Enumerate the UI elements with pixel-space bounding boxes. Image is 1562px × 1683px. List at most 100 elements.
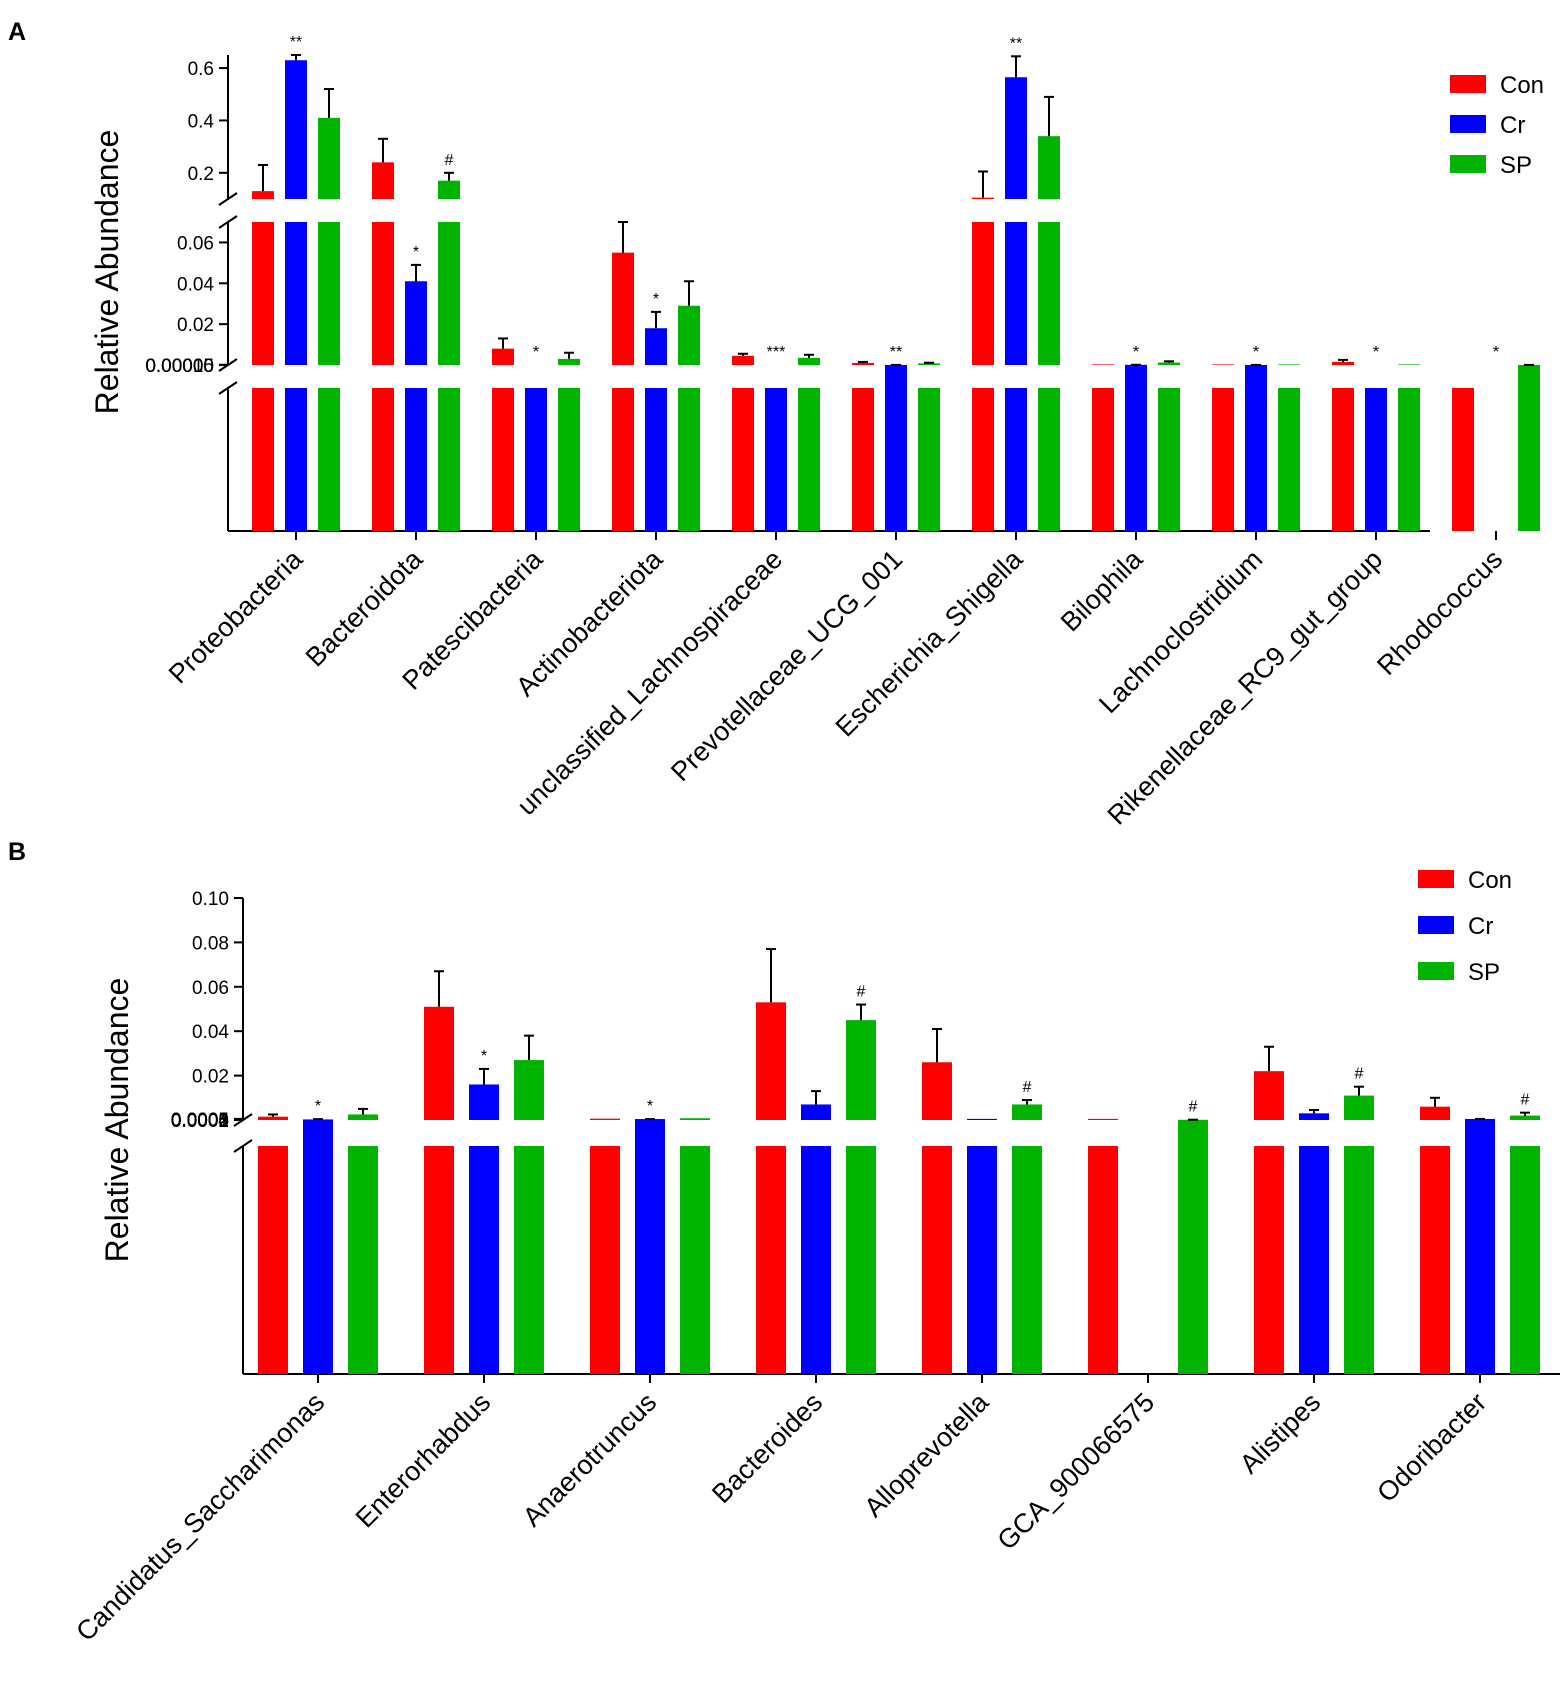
bar-sp-alistipes: [1344, 1095, 1374, 1120]
bar-con-bacteroidota: [372, 222, 394, 365]
significance-mark: *: [481, 1048, 487, 1065]
bar-sp-enterorhabdus: [514, 1060, 544, 1120]
bar-cr-escherichia-shigella: [1005, 222, 1027, 365]
bar-sp-bacteroides: [846, 1146, 876, 1374]
bar-cr-escherichia-shigella: [1005, 388, 1027, 531]
bar-con-alloprevotella: [922, 1062, 952, 1120]
bar-con-alistipes: [1254, 1146, 1284, 1374]
x-category-label: Alistipes: [1234, 1387, 1326, 1479]
y-axis-label: Relative Abundance: [89, 130, 125, 415]
bar-sp-unclassified-lachnospiraceae: [798, 357, 820, 365]
y-tick-label: 0.0004: [171, 1110, 230, 1131]
x-category-label: Candidatus_Saccharimonas: [70, 1387, 330, 1647]
bar-sp-alloprevotella: [1012, 1104, 1042, 1120]
bar-sp-bacteroidota: [438, 180, 460, 199]
significance-mark: *: [315, 1098, 321, 1115]
bar-sp-bacteroidota: [438, 388, 460, 531]
y-tick-label: 0.0001: [171, 1111, 229, 1132]
significance-mark: **: [1010, 35, 1022, 52]
bar-cr-enterorhabdus: [469, 1146, 499, 1374]
bar-con-bacteroidota: [372, 162, 394, 199]
bar-con-bilophila: [1092, 364, 1114, 365]
bar-sp-escherichia-shigella: [1038, 222, 1060, 365]
bar-cr-proteobacteria: [285, 222, 307, 365]
y-axis-label: Relative Abundance: [99, 978, 135, 1263]
bar-cr-proteobacteria: [285, 60, 307, 200]
y-tick-label: 0.00005: [145, 356, 214, 377]
significance-mark: #: [1189, 1099, 1198, 1116]
x-category-label: Proteobacteria: [163, 543, 309, 689]
bar-con-actinobacteriota: [612, 388, 634, 531]
bar-con-prevotellaceae-ucg-001: [852, 362, 874, 365]
bar-cr-alloprevotella: [967, 1118, 997, 1120]
bar-sp-escherichia-shigella: [1038, 136, 1060, 199]
bar-sp-anaerotruncus: [680, 1146, 710, 1374]
y-tick-label: 0.0003: [171, 1110, 229, 1131]
bar-cr-actinobacteriota: [645, 328, 667, 365]
bar-con-alistipes: [1254, 1071, 1284, 1120]
bar-con-enterorhabdus: [424, 1006, 454, 1120]
bar-sp-proteobacteria: [318, 222, 340, 365]
axis-break-mark: [218, 381, 238, 395]
bar-sp-anaerotruncus: [680, 1118, 710, 1120]
bar-sp-prevotellaceae-ucg-001: [918, 363, 940, 365]
bar-con-gca-900066575: [1088, 1118, 1118, 1120]
legend-swatch-con: [1450, 75, 1486, 93]
bar-sp-odoribacter: [1510, 1115, 1540, 1120]
bar-con-bacteroides: [756, 1002, 786, 1120]
bar-con-anaerotruncus: [590, 1146, 620, 1374]
y-tick-label: 0.0002: [171, 1111, 229, 1132]
legend-label-con: Con: [1468, 867, 1512, 894]
bar-con-anaerotruncus: [590, 1118, 620, 1120]
x-category-label: Alloprevotella: [858, 1386, 995, 1523]
bar-sp-rikenellaceae-rc9-gut-group: [1398, 388, 1420, 531]
bar-sp-candidatus-saccharimonas: [348, 1114, 378, 1120]
legend-swatch-cr: [1450, 115, 1486, 133]
bar-con-rikenellaceae-rc9-gut-group: [1332, 361, 1354, 365]
bar-sp-actinobacteriota: [678, 305, 700, 365]
bar-cr-alistipes: [1299, 1146, 1329, 1374]
bar-sp-bacteroides: [846, 1020, 876, 1120]
y-tick-label: 0.06: [177, 233, 214, 254]
bar-sp-rikenellaceae-rc9-gut-group: [1398, 364, 1420, 365]
x-category-label: Anaerotruncus: [517, 1387, 662, 1532]
legend-swatch-con: [1418, 870, 1454, 888]
y-tick-label: 0.10: [192, 889, 229, 910]
bar-con-candidatus-saccharimonas: [258, 1116, 288, 1120]
bar-con-rhodococcus: [1452, 388, 1474, 531]
significance-mark: #: [1521, 1092, 1530, 1109]
significance-mark: *: [1493, 344, 1499, 361]
bar-cr-bacteroides: [801, 1104, 831, 1120]
bar-sp-unclassified-lachnospiraceae: [798, 388, 820, 531]
significance-mark: *: [413, 244, 419, 261]
bar-sp-proteobacteria: [318, 117, 340, 199]
significance-mark: #: [857, 984, 866, 1001]
x-category-label: Rhodococcus: [1371, 544, 1508, 681]
bar-sp-lachnoclostridium: [1278, 388, 1300, 531]
bar-con-lachnoclostridium: [1212, 364, 1234, 365]
y-tick-label: 0.2: [188, 164, 214, 185]
bar-sp-bacteroidota: [438, 222, 460, 365]
bar-cr-unclassified-lachnospiraceae: [765, 388, 787, 531]
bar-con-escherichia-shigella: [972, 197, 994, 199]
y-tick-label: 0.06: [192, 978, 229, 999]
bar-con-enterorhabdus: [424, 1146, 454, 1374]
bar-cr-bacteroidota: [405, 388, 427, 531]
bar-cr-prevotellaceae-ucg-001: [885, 364, 907, 531]
bar-cr-candidatus-saccharimonas: [303, 1119, 333, 1374]
bar-sp-rhodococcus: [1518, 364, 1540, 531]
legend-label-con: Con: [1500, 72, 1544, 99]
bar-sp-proteobacteria: [318, 388, 340, 531]
legend-swatch-sp: [1418, 962, 1454, 980]
bar-con-lachnoclostridium: [1212, 388, 1234, 531]
panel-label-b: B: [8, 838, 26, 866]
bar-con-proteobacteria: [252, 388, 274, 531]
bar-cr-bacteroides: [801, 1146, 831, 1374]
y-tick-label: 0.6: [188, 59, 214, 80]
significance-mark: *: [653, 291, 659, 308]
bar-sp-enterorhabdus: [514, 1146, 544, 1374]
bar-sp-actinobacteriota: [678, 388, 700, 531]
x-category-label: Bilophila: [1055, 543, 1149, 637]
